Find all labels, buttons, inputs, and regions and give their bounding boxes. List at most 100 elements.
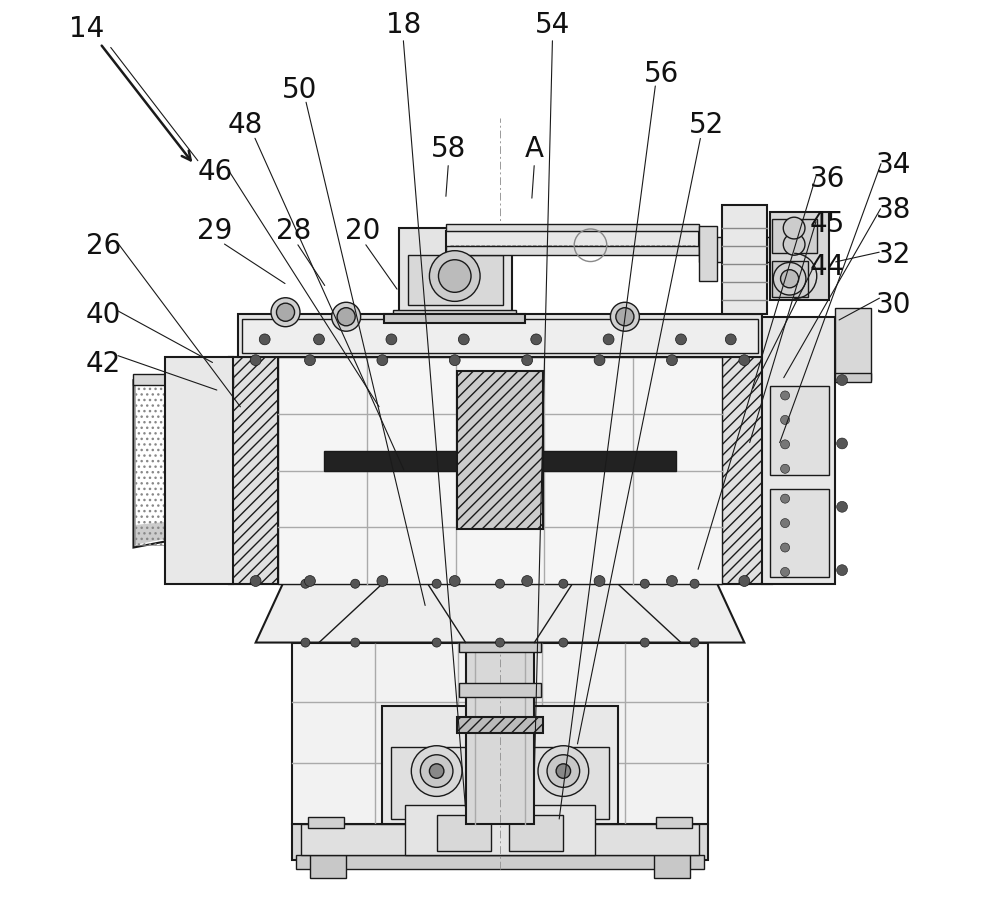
Circle shape bbox=[837, 565, 848, 576]
Bar bbox=[459, 638, 541, 652]
Bar bbox=[393, 310, 516, 319]
Bar bbox=[835, 308, 871, 380]
Text: 44: 44 bbox=[810, 253, 845, 281]
Circle shape bbox=[781, 440, 790, 449]
Text: 56: 56 bbox=[643, 61, 679, 88]
Bar bbox=[466, 353, 534, 824]
Circle shape bbox=[432, 579, 441, 588]
Text: 48: 48 bbox=[227, 111, 262, 138]
Text: 14: 14 bbox=[69, 15, 104, 43]
Circle shape bbox=[250, 576, 261, 586]
Circle shape bbox=[449, 355, 460, 366]
Text: 34: 34 bbox=[876, 151, 911, 178]
Circle shape bbox=[837, 375, 848, 386]
Bar bbox=[772, 261, 808, 297]
Circle shape bbox=[603, 334, 614, 345]
Bar bbox=[457, 371, 543, 529]
Circle shape bbox=[594, 576, 605, 586]
Circle shape bbox=[305, 576, 315, 586]
Circle shape bbox=[522, 355, 533, 366]
Bar bbox=[772, 219, 817, 253]
Circle shape bbox=[556, 764, 571, 778]
Circle shape bbox=[781, 391, 790, 400]
Bar bbox=[770, 489, 829, 577]
Text: 42: 42 bbox=[86, 350, 121, 377]
Bar bbox=[308, 817, 344, 828]
Circle shape bbox=[616, 308, 634, 326]
Circle shape bbox=[495, 579, 505, 588]
Polygon shape bbox=[256, 584, 744, 643]
Bar bbox=[382, 706, 618, 824]
Text: 28: 28 bbox=[276, 217, 311, 244]
Text: 26: 26 bbox=[86, 233, 121, 260]
Circle shape bbox=[781, 415, 790, 424]
Text: 36: 36 bbox=[810, 166, 845, 193]
Bar bbox=[699, 226, 717, 281]
Bar bbox=[278, 357, 722, 584]
Circle shape bbox=[458, 334, 469, 345]
Circle shape bbox=[690, 638, 699, 647]
Circle shape bbox=[559, 579, 568, 588]
Bar bbox=[310, 855, 346, 878]
Circle shape bbox=[739, 576, 750, 586]
Circle shape bbox=[676, 334, 686, 345]
Circle shape bbox=[301, 638, 310, 647]
Circle shape bbox=[547, 755, 580, 787]
Circle shape bbox=[610, 302, 639, 331]
Bar bbox=[324, 451, 676, 471]
Circle shape bbox=[271, 298, 300, 327]
Circle shape bbox=[594, 355, 605, 366]
Text: 30: 30 bbox=[876, 291, 911, 319]
Bar bbox=[656, 817, 692, 828]
Bar bbox=[459, 683, 541, 697]
Bar bbox=[457, 608, 543, 624]
Text: A: A bbox=[525, 136, 544, 163]
Circle shape bbox=[837, 501, 848, 512]
Bar bbox=[228, 357, 278, 584]
Bar bbox=[242, 319, 758, 353]
Circle shape bbox=[739, 355, 750, 366]
Circle shape bbox=[837, 438, 848, 449]
Bar bbox=[446, 231, 699, 251]
Text: 32: 32 bbox=[876, 242, 911, 269]
Circle shape bbox=[276, 303, 295, 321]
Circle shape bbox=[449, 576, 460, 586]
Bar bbox=[228, 357, 772, 584]
Circle shape bbox=[314, 334, 324, 345]
Bar bbox=[408, 255, 503, 305]
Circle shape bbox=[531, 334, 542, 345]
Circle shape bbox=[337, 308, 355, 326]
Bar bbox=[699, 237, 781, 262]
Text: 45: 45 bbox=[810, 211, 845, 238]
Bar bbox=[384, 314, 525, 323]
Bar bbox=[165, 357, 233, 584]
Bar bbox=[405, 805, 595, 855]
Circle shape bbox=[783, 233, 805, 255]
Circle shape bbox=[259, 334, 270, 345]
Circle shape bbox=[781, 519, 790, 528]
Text: 52: 52 bbox=[689, 111, 724, 138]
Circle shape bbox=[332, 302, 361, 331]
Circle shape bbox=[377, 355, 388, 366]
Bar bbox=[446, 224, 699, 231]
Bar bbox=[181, 548, 192, 575]
Circle shape bbox=[781, 464, 790, 473]
Bar bbox=[835, 373, 871, 382]
Circle shape bbox=[429, 764, 444, 778]
Bar bbox=[391, 747, 486, 819]
Circle shape bbox=[351, 638, 360, 647]
Text: 40: 40 bbox=[86, 301, 121, 329]
Bar bbox=[770, 386, 829, 475]
Circle shape bbox=[522, 576, 533, 586]
Bar bbox=[514, 747, 609, 819]
Bar bbox=[135, 382, 227, 545]
Bar bbox=[133, 374, 233, 385]
Circle shape bbox=[351, 579, 360, 588]
Circle shape bbox=[432, 638, 441, 647]
Text: 54: 54 bbox=[535, 12, 570, 39]
Bar bbox=[238, 314, 762, 357]
Circle shape bbox=[429, 251, 480, 301]
Bar bbox=[457, 717, 543, 733]
Text: 58: 58 bbox=[431, 136, 466, 163]
Circle shape bbox=[690, 579, 699, 588]
